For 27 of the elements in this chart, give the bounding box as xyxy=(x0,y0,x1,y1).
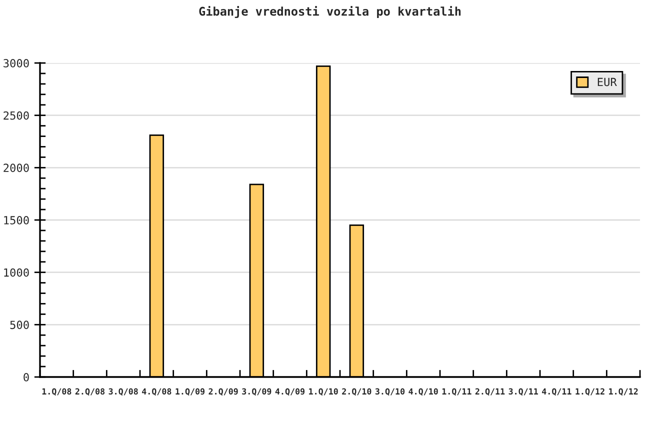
x-tick-label: 1.Q/11 xyxy=(442,388,472,396)
legend-label: EUR xyxy=(598,78,617,86)
x-tick-label: 3.Q/08 xyxy=(108,388,138,396)
y-tick-label: 2500 xyxy=(4,111,29,120)
x-tick-label: 1.Q/09 xyxy=(176,388,205,396)
chart-title: Gibanje vrednosti vozila po kvartalih xyxy=(199,6,461,18)
x-tick-label: 4.Q/08 xyxy=(142,388,172,396)
x-tick-label: 3.Q/10 xyxy=(375,388,405,396)
x-tick-label: 4.Q/10 xyxy=(408,388,438,396)
x-tick-label: 4.Q/09 xyxy=(275,388,305,396)
x-tick-label: 3.Q/11 xyxy=(508,388,538,396)
x-tick-label: 2.Q/11 xyxy=(475,388,505,396)
x-tick-label: 1.Q/08 xyxy=(42,388,72,396)
y-tick-label: 2000 xyxy=(4,164,29,172)
y-tick-label: 0 xyxy=(24,373,29,382)
y-tick-label: 3000 xyxy=(4,59,29,68)
x-tick-label: 1.Q/12 xyxy=(609,388,638,396)
x-tick-label: 2.Q/08 xyxy=(75,388,105,396)
y-tick-label: 1500 xyxy=(4,216,29,224)
y-tick-label: 1000 xyxy=(4,268,29,277)
y-tick-label: 500 xyxy=(10,320,29,330)
x-tick-label: 1.Q/12 xyxy=(576,388,604,396)
x-tick-label: 1.Q/10 xyxy=(309,388,338,396)
x-tick-label: 4.Q/11 xyxy=(542,388,572,396)
x-tick-label: 3.Q/09 xyxy=(242,388,272,396)
x-tick-label: 2.Q/10 xyxy=(342,388,372,396)
x-tick-label: 2.Q/09 xyxy=(208,388,238,396)
